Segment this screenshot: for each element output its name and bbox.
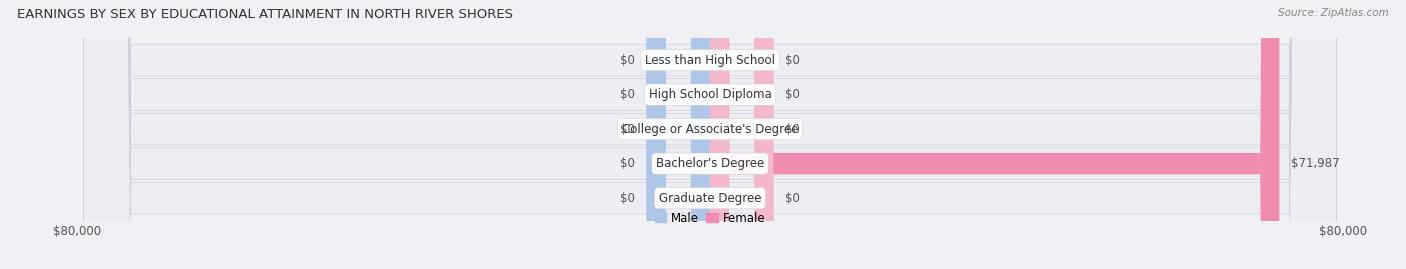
FancyBboxPatch shape bbox=[710, 0, 773, 269]
FancyBboxPatch shape bbox=[710, 0, 773, 269]
FancyBboxPatch shape bbox=[84, 0, 1337, 269]
FancyBboxPatch shape bbox=[710, 0, 773, 269]
FancyBboxPatch shape bbox=[710, 0, 773, 269]
Text: $0: $0 bbox=[620, 88, 636, 101]
Text: $0: $0 bbox=[620, 123, 636, 136]
Text: $71,987: $71,987 bbox=[1291, 157, 1340, 170]
FancyBboxPatch shape bbox=[84, 0, 1337, 269]
Text: High School Diploma: High School Diploma bbox=[648, 88, 772, 101]
Text: $0: $0 bbox=[620, 192, 636, 205]
Text: $0: $0 bbox=[785, 54, 800, 67]
FancyBboxPatch shape bbox=[647, 0, 710, 269]
Text: $0: $0 bbox=[620, 157, 636, 170]
FancyBboxPatch shape bbox=[84, 0, 1337, 269]
Text: EARNINGS BY SEX BY EDUCATIONAL ATTAINMENT IN NORTH RIVER SHORES: EARNINGS BY SEX BY EDUCATIONAL ATTAINMEN… bbox=[17, 8, 513, 21]
FancyBboxPatch shape bbox=[84, 0, 1337, 269]
Text: $0: $0 bbox=[785, 88, 800, 101]
Text: $0: $0 bbox=[785, 192, 800, 205]
Text: Graduate Degree: Graduate Degree bbox=[659, 192, 761, 205]
FancyBboxPatch shape bbox=[647, 0, 710, 269]
FancyBboxPatch shape bbox=[84, 0, 1337, 269]
Legend: Male, Female: Male, Female bbox=[650, 207, 770, 229]
Text: $0: $0 bbox=[620, 54, 636, 67]
Text: Less than High School: Less than High School bbox=[645, 54, 775, 67]
FancyBboxPatch shape bbox=[647, 0, 710, 269]
Text: College or Associate's Degree: College or Associate's Degree bbox=[621, 123, 799, 136]
FancyBboxPatch shape bbox=[710, 0, 1279, 269]
Text: Bachelor's Degree: Bachelor's Degree bbox=[657, 157, 763, 170]
Text: $0: $0 bbox=[785, 123, 800, 136]
FancyBboxPatch shape bbox=[647, 0, 710, 269]
Text: Source: ZipAtlas.com: Source: ZipAtlas.com bbox=[1278, 8, 1389, 18]
FancyBboxPatch shape bbox=[647, 0, 710, 269]
